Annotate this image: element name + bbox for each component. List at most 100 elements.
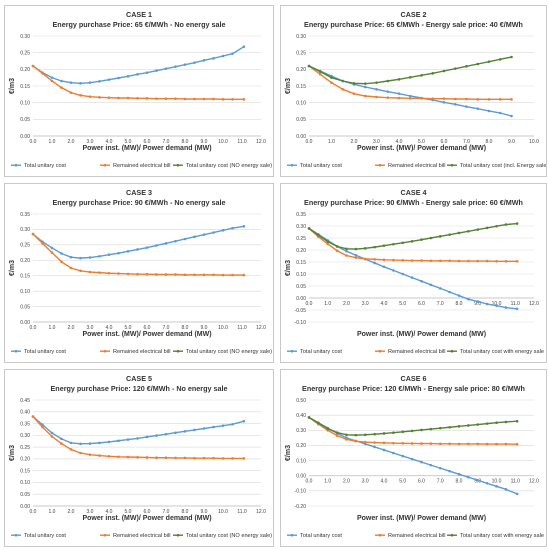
x-tick-label: 6.0 [418,479,425,485]
data-point-total [79,82,82,85]
data-point-total_alt [363,247,367,250]
data-point-total [155,244,158,247]
data-point-remained [231,273,234,277]
data-point-total [136,73,139,76]
data-point-total [60,252,63,255]
x-tick-label: 3.0 [87,509,94,515]
x-tick-label: 11.0 [237,325,247,331]
legend-marker-total [14,163,18,167]
x-tick-label: 10.0 [218,325,228,331]
data-point-remained [31,232,35,236]
x-tick-label: 8.0 [486,139,493,145]
data-point-remained [442,97,446,100]
data-point-remained [212,456,215,460]
data-point-remained [164,273,168,276]
legend-marker-remained [378,163,382,167]
x-axis-label: Power inst. (MW)/ Power demand (MW) [82,515,211,522]
data-point-total [117,76,120,80]
legend-label-remained: Remained electrical bill [113,349,171,355]
data-point-total [476,478,480,482]
data-point-total [410,457,414,461]
y-axis-label: €/m3 [9,445,16,461]
chart-subtitle: Energy purchase Price: 120 €/MWh - No en… [51,384,228,393]
y-axis-label: €/m3 [285,260,292,276]
data-point-total [448,469,451,473]
data-point-total_alt [330,76,333,79]
x-tick-label: 9.0 [474,301,481,307]
y-tick-label: 0.15 [296,260,306,266]
data-point-total [457,472,461,476]
chart-panel-case-4: CASE 4 Energy purchase Price: 90 €/MWh - … [280,183,547,363]
data-point-total [126,75,130,78]
data-point-remained [60,86,63,89]
chart-subtitle: Energy purchase Price: 120 €/MWh - Energ… [302,384,525,393]
data-point-total_alt [392,431,395,435]
data-point-remained [457,259,461,263]
legend-marker-total [290,349,294,353]
data-point-remained [515,259,519,263]
legend-label-total: Total unitary cost [24,533,66,539]
series-line-total_alt [308,56,512,85]
data-point-remained [397,96,401,100]
data-point-remained [98,454,101,457]
data-point-remained [495,442,498,446]
x-tick-label: 11.0 [237,139,247,145]
data-point-remained [31,415,35,418]
data-point-remained [174,456,177,460]
data-point-remained [88,270,92,274]
data-point-total [79,442,82,446]
data-point-total [183,63,187,66]
data-point-total [242,45,246,48]
x-tick-label: 11.0 [511,479,521,485]
data-point-total [221,229,225,232]
data-point-total [382,265,386,269]
data-point-total [467,475,470,479]
y-tick-label: 0.10 [20,289,30,295]
x-tick-label: 5.0 [399,479,406,485]
data-point-total [221,54,225,58]
data-point-total [50,76,54,79]
data-point-total [392,269,395,272]
data-point-total [183,237,187,241]
data-point-remained [41,425,44,429]
data-point-remained [318,73,322,76]
legend-label-remained: Remained electrical bill [113,163,171,169]
data-point-remained [410,259,414,262]
data-point-total_alt [408,76,412,79]
data-point-total [69,255,73,259]
y-tick-label: 0.50 [296,398,306,404]
y-tick-label: 0.25 [296,50,306,56]
data-point-total_alt [335,431,339,434]
x-tick-label: 0.0 [30,509,37,515]
data-point-total [212,231,215,234]
data-point-total [164,432,168,436]
data-point-total [442,101,446,104]
y-tick-label: 0.20 [296,248,306,254]
data-point-total_alt [467,229,470,233]
legend-marker-total [290,163,294,167]
y-axis-label: €/m3 [285,78,292,94]
data-point-total [354,253,358,257]
data-point-remained [183,97,187,101]
y-tick-label: 0.05 [20,117,30,123]
data-point-remained [373,258,376,261]
data-point-remained [420,442,423,445]
series-line-total [308,65,512,117]
x-tick-label: 4.0 [381,479,388,485]
data-point-remained [60,260,63,264]
legend-label-total: Total unitary cost [300,533,342,539]
data-point-remained [335,434,339,437]
data-point-remained [431,97,435,100]
legend-label-remained: Remained electrical bill [113,533,171,539]
legend-marker-total [14,349,18,353]
x-tick-label: 2.0 [351,139,358,145]
y-tick-label: -0.10 [295,320,307,326]
chart-subtitle: Energy purchase Price: 90 €/MWh - No ene… [53,198,226,207]
data-point-total_alt [335,245,339,248]
x-tick-label: 3.0 [373,139,380,145]
y-axis-label: €/m3 [9,260,16,276]
data-point-total [88,81,92,84]
chart-subtitle: Energy purchase Price: 65 €/MWh - No ene… [53,20,226,29]
legend-marker-remained [103,163,107,167]
